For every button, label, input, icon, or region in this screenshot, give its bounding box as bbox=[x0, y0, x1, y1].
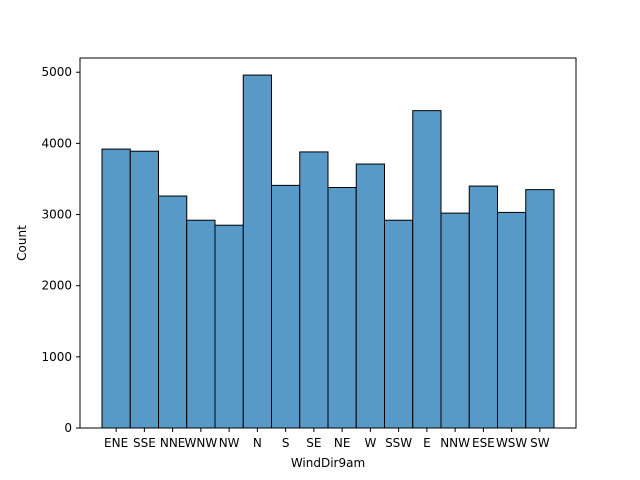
y-tick-label: 2000 bbox=[41, 279, 72, 293]
x-tick-label: NNW bbox=[440, 436, 470, 450]
bar-ne bbox=[327, 187, 357, 429]
bar-ssw bbox=[384, 219, 414, 429]
x-tick-label: SE bbox=[306, 436, 321, 450]
bar-n bbox=[242, 74, 272, 429]
y-tick-label: 4000 bbox=[41, 136, 72, 150]
y-tick-label: 3000 bbox=[41, 208, 72, 222]
bar-nne bbox=[158, 195, 188, 429]
bar-wsw bbox=[497, 211, 527, 429]
x-ticks-group: ENE SSE NNE WNW NW N S SE NE W SSW E NNW ESE WSW SW bbox=[104, 428, 550, 450]
y-axis-label: Count bbox=[15, 225, 29, 261]
x-tick-label: SW bbox=[530, 436, 550, 450]
x-tick-label: N bbox=[253, 436, 262, 450]
y-tick-label: 0 bbox=[64, 421, 72, 435]
bar-se bbox=[299, 151, 329, 429]
bar-e bbox=[412, 110, 442, 429]
x-tick-label: E bbox=[423, 436, 431, 450]
x-tick-label: S bbox=[282, 436, 290, 450]
x-tick-label: NE bbox=[334, 436, 351, 450]
x-tick-label: SSW bbox=[385, 436, 412, 450]
x-tick-label: NW bbox=[219, 436, 240, 450]
bar-wnw bbox=[186, 219, 216, 429]
bar-s bbox=[271, 184, 301, 429]
bar-sw bbox=[525, 189, 555, 429]
bar-sse bbox=[129, 150, 159, 429]
bar-nw bbox=[214, 224, 244, 429]
bar-w bbox=[355, 163, 385, 429]
x-tick-label: ENE bbox=[104, 436, 128, 450]
y-ticks-group: 0 1000 2000 3000 4000 5000 bbox=[41, 65, 80, 435]
plot-frame bbox=[79, 57, 577, 429]
x-tick-label: ESE bbox=[472, 436, 495, 450]
bar-ene bbox=[101, 148, 131, 429]
x-tick-label: WSW bbox=[496, 436, 527, 450]
x-tick-label: WNW bbox=[185, 436, 218, 450]
bar-nnw bbox=[440, 212, 470, 429]
y-tick-label: 5000 bbox=[41, 65, 72, 79]
x-tick-label: NNE bbox=[160, 436, 186, 450]
y-tick-label: 1000 bbox=[41, 350, 72, 364]
x-tick-label: W bbox=[364, 436, 376, 450]
bar-ese bbox=[468, 185, 498, 429]
x-axis-label: WindDir9am bbox=[291, 456, 365, 470]
bars-group bbox=[101, 74, 555, 429]
x-tick-label: SSE bbox=[133, 436, 156, 450]
